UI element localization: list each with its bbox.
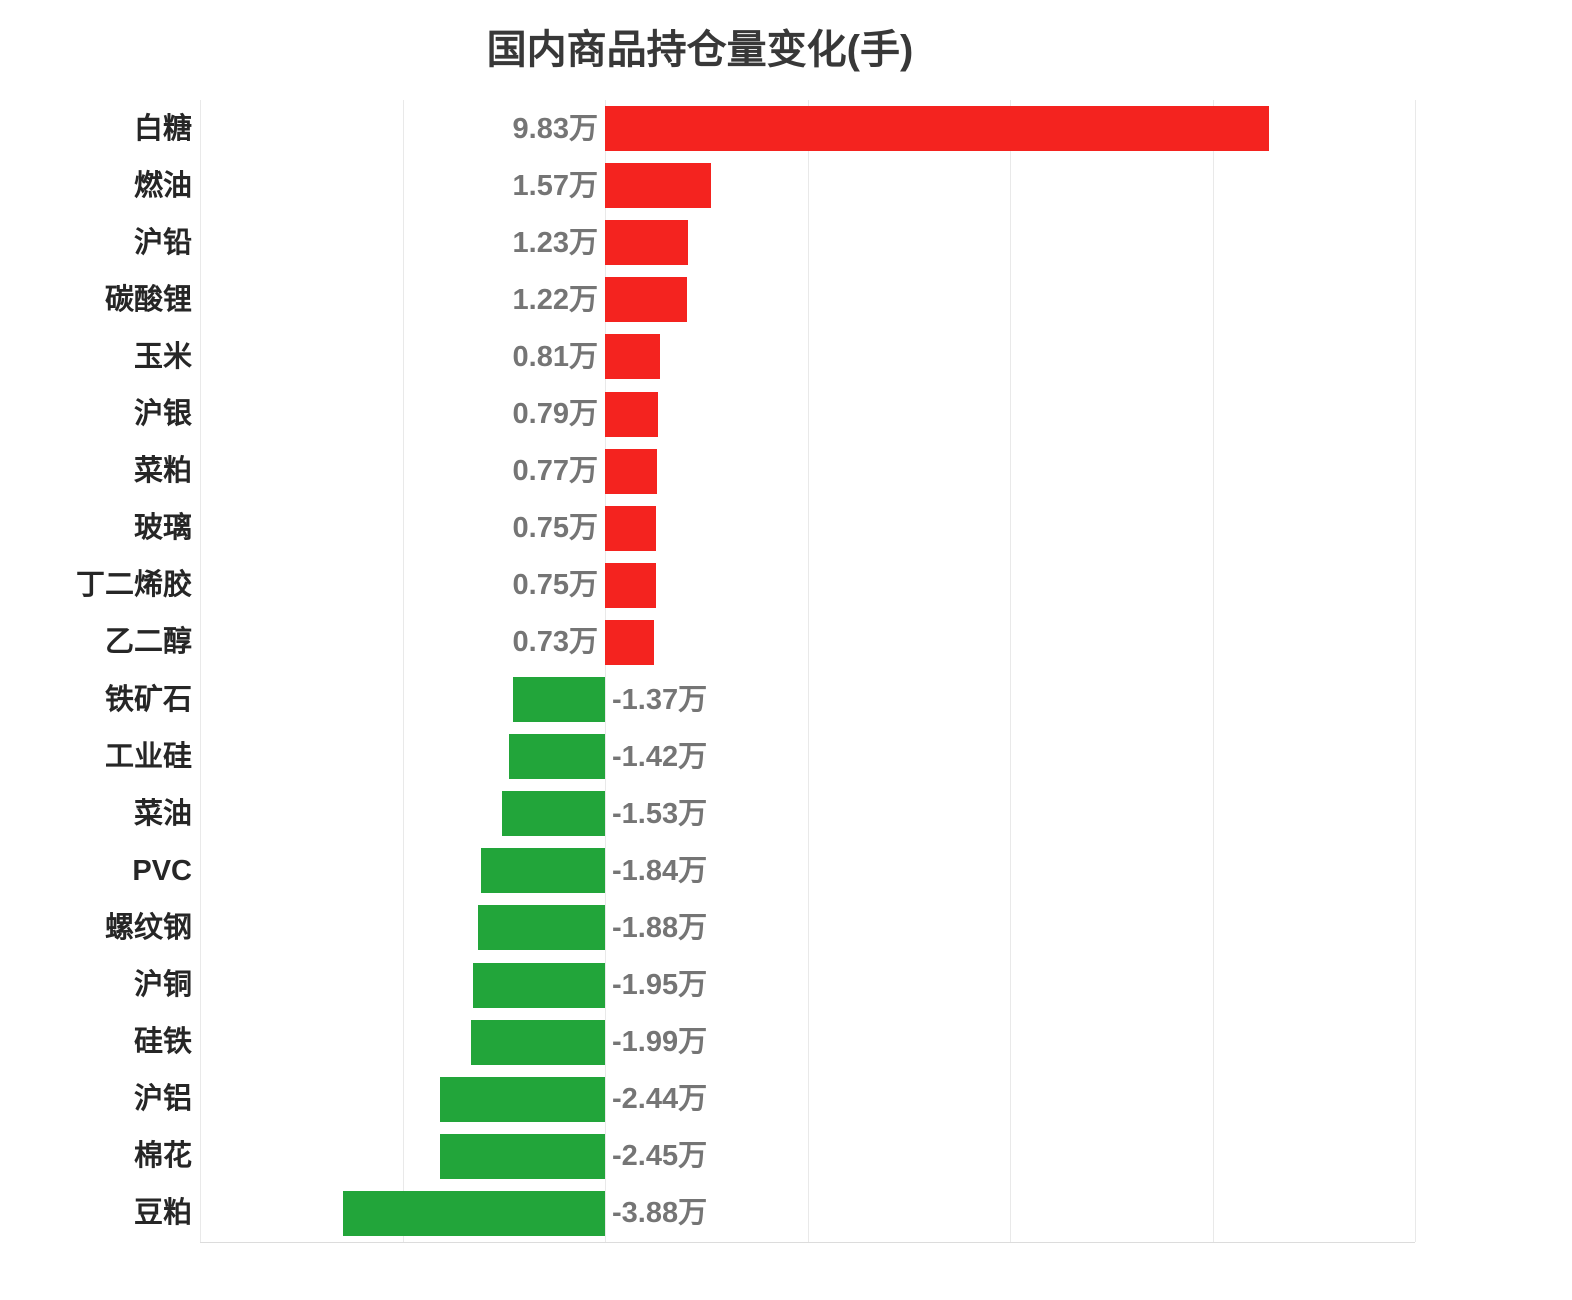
gridline <box>200 100 201 1242</box>
category-label: 硅铁 <box>133 1026 192 1059</box>
bar <box>509 734 605 780</box>
category-label: 工业硅 <box>104 740 192 773</box>
bar <box>440 1076 605 1122</box>
bar <box>605 448 657 494</box>
bar <box>343 1190 605 1236</box>
category-label: 棉花 <box>133 1140 192 1173</box>
bar <box>473 962 605 1008</box>
category-label: 碳酸锂 <box>104 283 192 316</box>
bar <box>478 905 605 951</box>
value-label: -2.44万 <box>612 1083 708 1116</box>
value-label: -1.88万 <box>612 911 708 944</box>
category-label: 铁矿石 <box>104 683 192 716</box>
value-label: 1.23万 <box>512 226 598 259</box>
bar <box>512 677 605 723</box>
value-label: 0.81万 <box>512 340 598 373</box>
bar <box>605 562 656 608</box>
category-label: 丁二烯胶 <box>75 569 192 602</box>
bar <box>605 391 659 437</box>
gridline <box>1212 100 1214 1242</box>
category-label: 菜粕 <box>133 455 192 488</box>
bar <box>605 106 1269 152</box>
bar <box>605 334 660 380</box>
value-label: 9.83万 <box>512 112 598 145</box>
bar <box>605 220 689 266</box>
category-label: 沪铝 <box>133 1083 192 1116</box>
gridline <box>1010 100 1011 1242</box>
plot-area <box>200 100 1416 1243</box>
value-label: 0.77万 <box>512 455 598 488</box>
value-label: 0.73万 <box>512 626 598 659</box>
value-label: 0.75万 <box>512 512 598 545</box>
value-label: -2.45万 <box>612 1140 708 1173</box>
bar <box>605 619 655 665</box>
value-label: -3.88万 <box>612 1197 708 1230</box>
value-label: -1.99万 <box>612 1026 708 1059</box>
bar <box>439 1133 605 1179</box>
gridline <box>402 100 404 1242</box>
category-label: 螺纹钢 <box>104 911 192 944</box>
value-label: -1.42万 <box>612 740 708 773</box>
bar <box>501 791 605 837</box>
category-label: 菜油 <box>133 797 192 830</box>
bar <box>480 848 605 894</box>
value-label: 0.79万 <box>512 398 598 431</box>
category-label: 玻璃 <box>133 512 192 545</box>
chart-title: 国内商品持仓量变化(手) <box>486 28 914 72</box>
bar <box>470 1019 605 1065</box>
bar <box>605 163 711 209</box>
category-label: 白糖 <box>133 112 192 145</box>
gridline <box>1415 100 1416 1242</box>
x-axis-line <box>200 1242 1415 1243</box>
value-label: 1.22万 <box>512 283 598 316</box>
category-label: 豆粕 <box>133 1197 192 1230</box>
value-label: 0.75万 <box>512 569 598 602</box>
value-label: -1.37万 <box>612 683 708 716</box>
bar <box>605 505 656 551</box>
gridline <box>807 100 809 1242</box>
category-label: 沪铅 <box>133 226 192 259</box>
gridline <box>605 100 606 1242</box>
value-label: -1.53万 <box>612 797 708 830</box>
category-label: PVC <box>132 854 192 887</box>
category-label: 燃油 <box>133 169 192 202</box>
category-label: 沪银 <box>133 398 192 431</box>
value-label: -1.95万 <box>612 969 708 1002</box>
category-label: 玉米 <box>133 340 192 373</box>
value-label: -1.84万 <box>612 854 708 887</box>
bar <box>605 277 688 323</box>
category-label: 沪铜 <box>133 969 192 1002</box>
value-label: 1.57万 <box>512 169 598 202</box>
category-label: 乙二醇 <box>104 626 192 659</box>
